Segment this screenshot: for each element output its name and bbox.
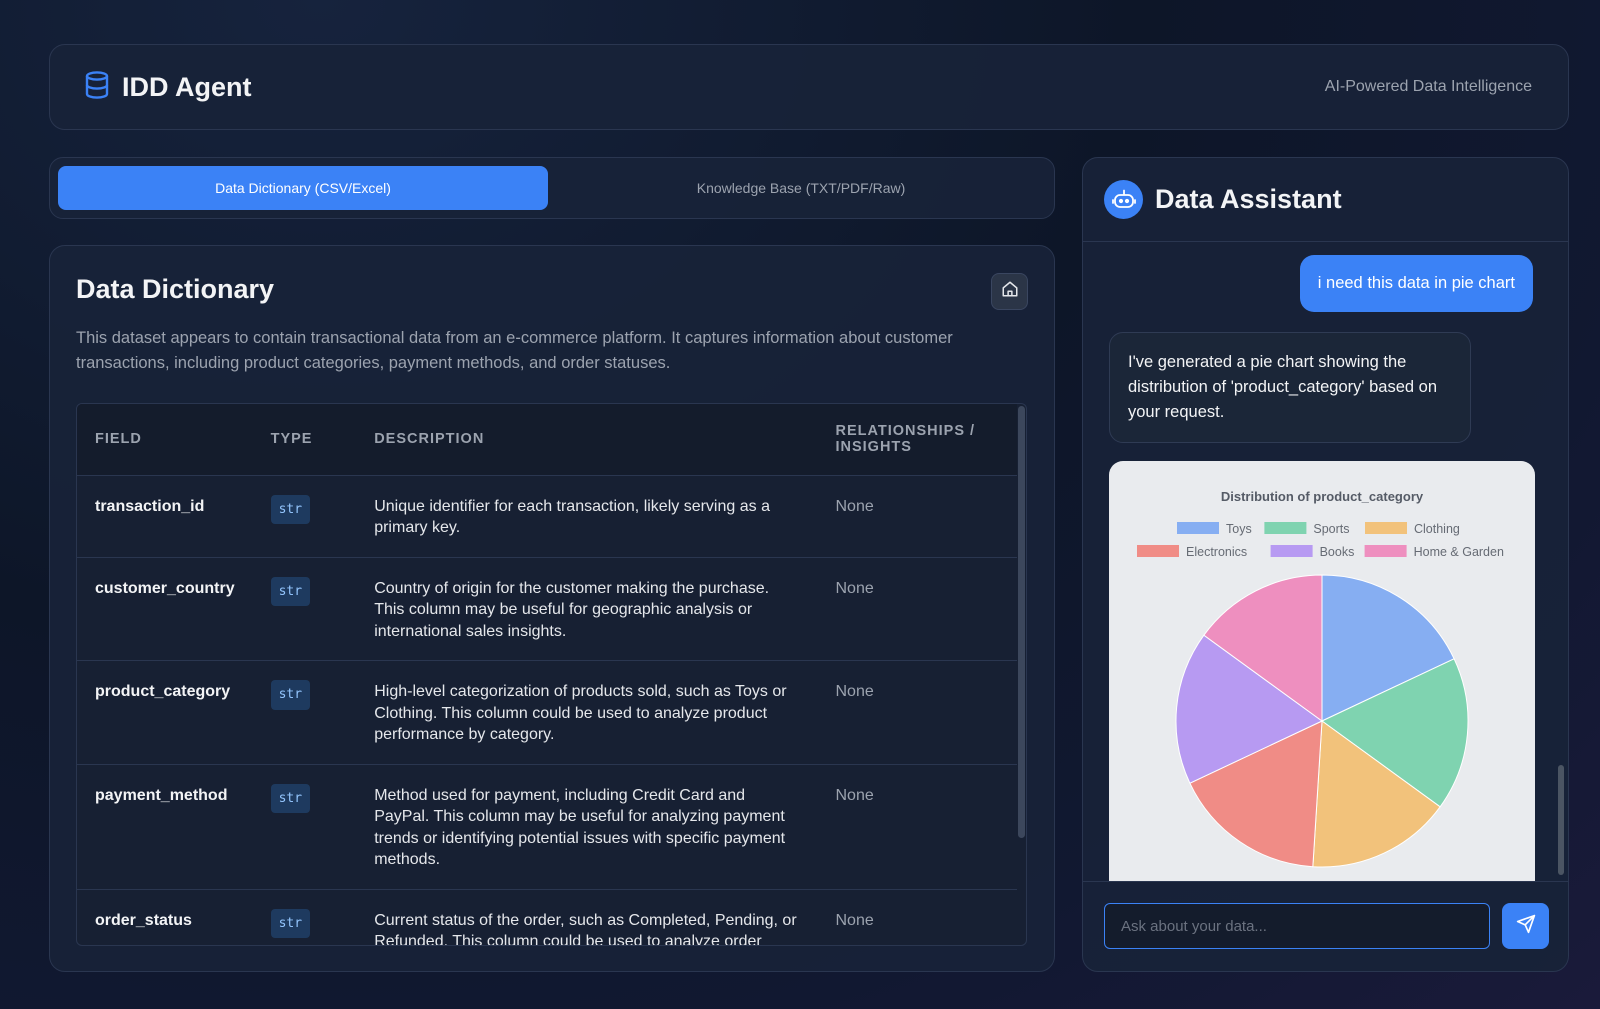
type-badge: str	[270, 494, 311, 524]
home-button[interactable]	[991, 273, 1028, 310]
legend-swatch	[1270, 545, 1313, 557]
legend-label: Home & Garden	[1414, 545, 1504, 559]
field-description: Method used for payment, including Credi…	[356, 764, 818, 890]
legend-label: Clothing	[1414, 522, 1460, 536]
data-assistant-panel: Data Assistant i need this data in pie c…	[1082, 157, 1569, 972]
chat-title: Data Assistant	[1155, 184, 1342, 214]
legend-label: Electronics	[1186, 545, 1247, 559]
type-badge: str	[270, 783, 311, 813]
send-icon	[1516, 914, 1536, 939]
field-name: customer_country	[77, 557, 253, 661]
chat-input[interactable]	[1104, 903, 1490, 949]
table-row: order_status str Current status of the o…	[77, 889, 1017, 945]
field-description: Unique identifier for each transaction, …	[356, 475, 818, 558]
app-header: IDD Agent AI-Powered Data Intelligence	[49, 44, 1569, 130]
table-row: product_category str High-level categori…	[77, 660, 1017, 765]
field-relationships: None	[817, 557, 1017, 661]
column-header-description: DESCRIPTION	[356, 404, 818, 476]
user-message: i need this data in pie chart	[1299, 255, 1533, 312]
chat-scrollbar[interactable]	[1558, 765, 1564, 875]
legend-label: Toys	[1226, 522, 1252, 536]
field-relationships: None	[817, 660, 1017, 765]
send-button[interactable]	[1502, 903, 1549, 949]
type-cell: str	[252, 475, 357, 558]
table-row: payment_method str Method used for payme…	[77, 764, 1017, 890]
legend-label: Sports	[1313, 522, 1349, 536]
robot-icon	[1104, 180, 1143, 219]
dictionary-table: FIELD TYPE DESCRIPTION RELATIONSHIPS / I…	[77, 404, 1017, 945]
type-cell: str	[252, 660, 357, 765]
table-scrollbar[interactable]	[1018, 406, 1025, 838]
field-description: Current status of the order, such as Com…	[356, 889, 818, 945]
type-cell: str	[252, 889, 357, 945]
dictionary-description: This dataset appears to contain transact…	[76, 329, 953, 372]
column-header-field: FIELD	[77, 404, 253, 476]
type-cell: str	[252, 557, 357, 661]
app-tagline: AI-Powered Data Intelligence	[1324, 78, 1532, 95]
pie-slice-electronics[interactable]	[1189, 720, 1323, 868]
legend-swatch	[1137, 545, 1179, 557]
legend-item[interactable]: Sports	[1264, 522, 1350, 536]
legend-swatch	[1264, 522, 1307, 534]
field-name: product_category	[77, 660, 253, 765]
source-tabs: Data Dictionary (CSV/Excel) Knowledge Ba…	[49, 157, 1055, 219]
database-icon	[84, 70, 110, 104]
data-dictionary-panel: Data Dictionary This dataset appears to …	[49, 245, 1055, 972]
field-relationships: None	[817, 764, 1017, 890]
pie-slice-toys[interactable]	[1321, 574, 1455, 722]
legend-swatch	[1365, 522, 1407, 534]
pie-slice-sports[interactable]	[1321, 658, 1469, 808]
home-icon	[1001, 280, 1019, 303]
chat-input-bar	[1083, 881, 1568, 971]
chart-title: Distribution of product_category	[1221, 489, 1424, 504]
type-badge: str	[270, 576, 311, 606]
pie-chart-card: Distribution of product_category Toys Spo…	[1109, 461, 1535, 881]
tab-data-dictionary[interactable]: Data Dictionary (CSV/Excel)	[58, 166, 548, 210]
legend-item[interactable]: Electronics	[1137, 545, 1247, 559]
pie-slices	[1175, 574, 1469, 868]
column-header-relationships: RELATIONSHIPS / INSIGHTS	[817, 404, 1017, 476]
field-description: Country of origin for the customer makin…	[356, 557, 818, 661]
dictionary-title: Data Dictionary	[76, 274, 275, 304]
field-name: order_status	[77, 889, 253, 945]
legend-label: Books	[1320, 545, 1355, 559]
column-header-type: TYPE	[252, 404, 357, 476]
type-badge: str	[270, 680, 311, 710]
dictionary-table-container[interactable]: FIELD TYPE DESCRIPTION RELATIONSHIPS / I…	[76, 403, 1027, 946]
app-title: IDD Agent	[122, 71, 252, 102]
pie-slice-books[interactable]	[1175, 634, 1323, 784]
legend-swatch	[1177, 522, 1219, 534]
pie-slice-clothing[interactable]	[1312, 720, 1441, 868]
field-relationships: None	[817, 475, 1017, 558]
type-badge: str	[270, 908, 311, 938]
legend-item[interactable]: Books	[1270, 545, 1355, 559]
table-header-row: FIELD TYPE DESCRIPTION RELATIONSHIPS / I…	[77, 404, 1017, 476]
table-row: customer_country str Country of origin f…	[77, 557, 1017, 661]
chart-legend: Toys Sports Clothing Electronics Books Home &…	[1137, 522, 1504, 559]
field-name: payment_method	[77, 764, 253, 890]
field-relationships: None	[817, 889, 1017, 945]
pie-chart: Distribution of product_category Toys Spo…	[1137, 489, 1504, 868]
field-name: transaction_id	[77, 475, 253, 558]
field-description: High-level categorization of products so…	[356, 660, 818, 765]
chat-header: Data Assistant	[1083, 158, 1568, 242]
assistant-message: I've generated a pie chart showing the d…	[1109, 332, 1471, 443]
tab-knowledge-base[interactable]: Knowledge Base (TXT/PDF/Raw)	[696, 180, 906, 196]
legend-item[interactable]: Clothing	[1365, 522, 1460, 536]
type-cell: str	[252, 764, 357, 890]
legend-swatch	[1364, 545, 1407, 557]
legend-item[interactable]: Home & Garden	[1364, 545, 1504, 559]
table-row: transaction_id str Unique identifier for…	[77, 475, 1017, 558]
brand: IDD Agent	[84, 70, 252, 104]
pie-slice-home-garden[interactable]	[1203, 574, 1323, 722]
legend-item[interactable]: Toys	[1177, 522, 1252, 536]
